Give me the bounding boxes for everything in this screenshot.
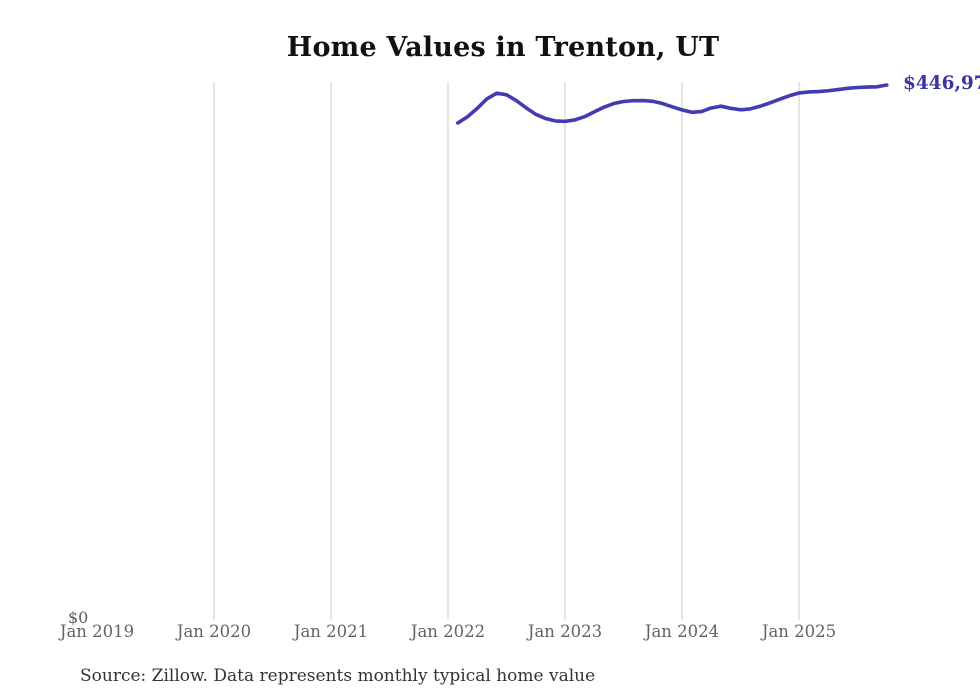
source-note: Source: Zillow. Data represents monthly … [80, 666, 596, 686]
home-value-line [455, 83, 889, 125]
chart-title: Home Values in Trenton, UT [286, 32, 720, 63]
end-value-label: $446,972 [903, 73, 980, 94]
y-axis-zero-label: $0 [68, 608, 89, 627]
